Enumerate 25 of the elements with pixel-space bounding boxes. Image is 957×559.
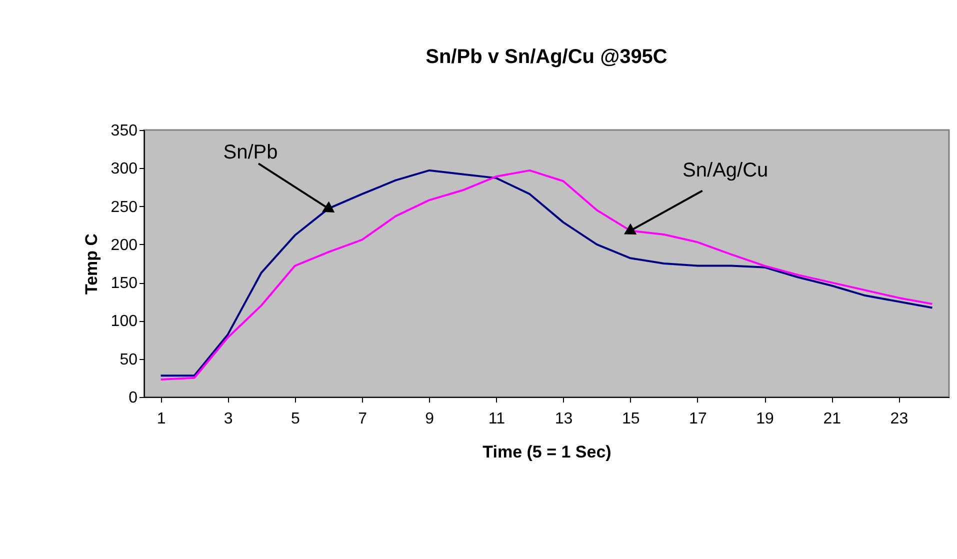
text: Sn/Pb bbox=[223, 142, 278, 164]
x-tick-label: 15 bbox=[622, 410, 640, 428]
x-tick-label: 23 bbox=[890, 410, 908, 428]
y-tick-label: 350 bbox=[110, 122, 138, 140]
x-tick-label: 21 bbox=[823, 410, 842, 428]
x-tick-label: 1 bbox=[156, 410, 166, 428]
y-tick-label: 150 bbox=[110, 275, 138, 292]
x-tick-label: 9 bbox=[425, 410, 434, 428]
text: Sn/Ag/Cu bbox=[682, 160, 768, 182]
x-tick-label: 17 bbox=[689, 410, 707, 428]
y-tick-label: 250 bbox=[110, 198, 138, 216]
x-tick-label: 19 bbox=[756, 410, 774, 428]
y-tick-label: 300 bbox=[110, 160, 138, 178]
y-axis-title: Temp C bbox=[82, 233, 101, 295]
x-tick-label: 11 bbox=[488, 410, 506, 428]
y-tick-label: 200 bbox=[110, 236, 138, 254]
y-tick-label: 100 bbox=[110, 313, 138, 330]
x-tick-label: 13 bbox=[554, 410, 573, 428]
y-tick-label: 0 bbox=[128, 390, 138, 406]
x-tick-label: 3 bbox=[224, 410, 233, 428]
y-tick-label: 50 bbox=[120, 351, 138, 368]
chart-title: Sn/Pb v Sn/Ag/Cu @395C bbox=[426, 46, 668, 68]
x-axis-title: Time (5 = 1 Sec) bbox=[482, 442, 612, 462]
x-tick-label: 7 bbox=[358, 410, 368, 428]
x-tick-label: 5 bbox=[290, 410, 300, 428]
